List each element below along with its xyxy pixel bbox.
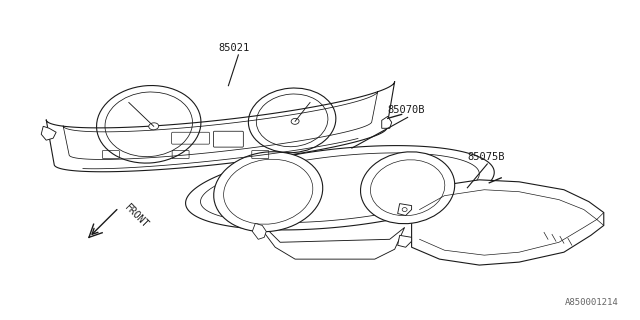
Polygon shape (186, 146, 494, 230)
Text: 85075B: 85075B (467, 152, 505, 162)
Text: A850001214: A850001214 (565, 298, 619, 307)
Polygon shape (412, 180, 604, 265)
Polygon shape (63, 91, 378, 159)
Ellipse shape (148, 123, 159, 130)
Polygon shape (260, 222, 404, 259)
Polygon shape (381, 116, 392, 128)
Ellipse shape (360, 152, 454, 224)
Polygon shape (46, 81, 395, 172)
Polygon shape (252, 223, 266, 239)
Ellipse shape (223, 159, 313, 224)
Ellipse shape (291, 118, 299, 124)
Text: 85070B: 85070B (388, 105, 425, 116)
Text: 85021: 85021 (218, 43, 250, 53)
Polygon shape (200, 153, 479, 223)
Polygon shape (41, 126, 56, 140)
Ellipse shape (214, 152, 323, 232)
Text: FRONT: FRONT (123, 203, 150, 230)
Ellipse shape (371, 160, 445, 216)
Polygon shape (397, 235, 412, 247)
Polygon shape (397, 204, 412, 215)
